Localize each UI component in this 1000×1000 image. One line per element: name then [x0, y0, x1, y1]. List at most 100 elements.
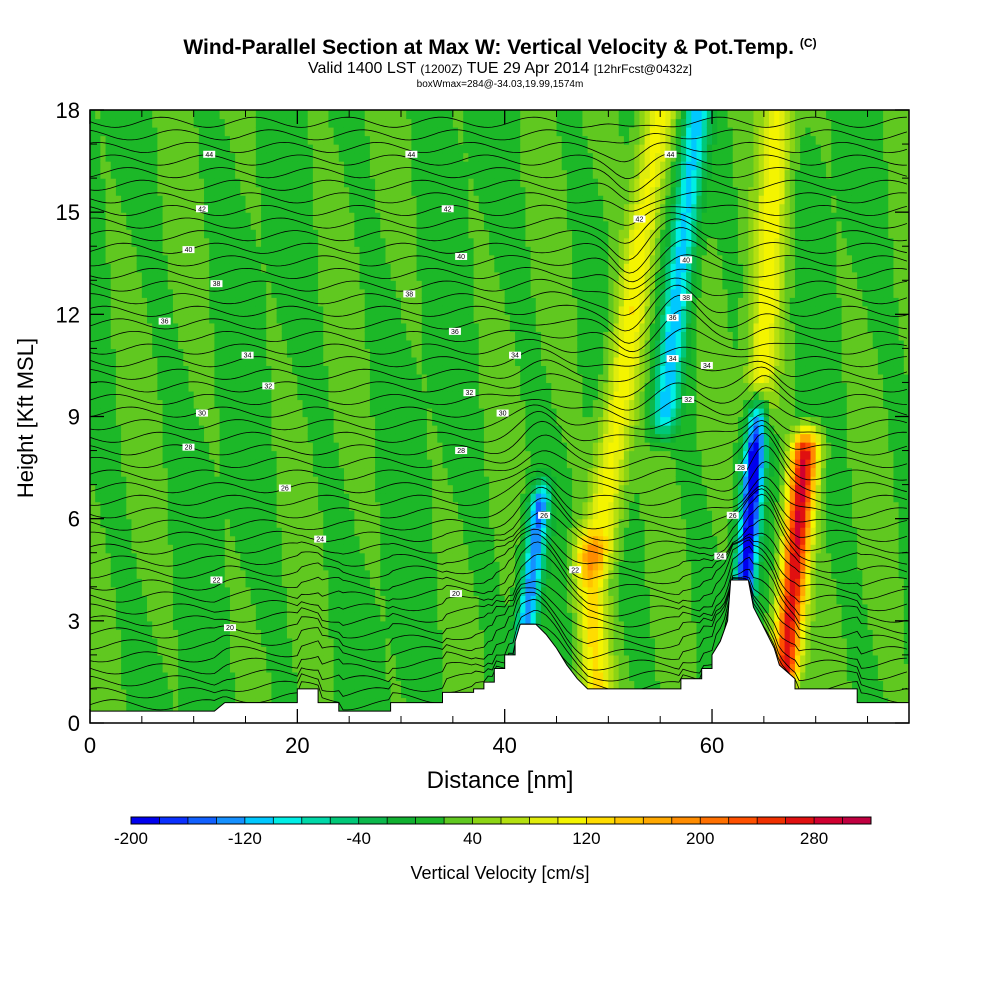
w-cell [390, 416, 397, 426]
w-cell [90, 697, 96, 707]
w-cell [235, 433, 241, 443]
w-cell [193, 629, 200, 639]
w-cell [426, 237, 433, 247]
w-cell [333, 331, 340, 341]
w-cell [266, 484, 273, 494]
w-cell [229, 339, 236, 349]
w-cell [416, 527, 423, 537]
w-cell [354, 603, 361, 613]
w-cell [359, 544, 366, 554]
w-cell [442, 348, 449, 358]
w-cell [100, 629, 107, 639]
w-cell [167, 331, 174, 341]
w-cell [100, 246, 107, 256]
w-cell [167, 629, 174, 639]
w-cell [245, 152, 252, 162]
w-cell [167, 246, 174, 256]
w-cell [95, 305, 101, 315]
w-cell [369, 450, 376, 460]
w-cell [406, 637, 412, 647]
w-cell [328, 254, 335, 264]
w-cell [105, 254, 112, 264]
w-cell [100, 688, 107, 699]
w-cell [255, 467, 262, 477]
w-cell [162, 169, 169, 179]
w-cell [110, 297, 117, 307]
w-cell [281, 118, 288, 128]
w-cell [426, 595, 433, 605]
w-cell [354, 399, 361, 409]
w-cell [121, 186, 127, 196]
w-cell [152, 586, 158, 596]
w-cell [214, 339, 221, 349]
w-cell [172, 237, 179, 247]
w-cell [204, 305, 210, 315]
w-cell [292, 612, 298, 622]
w-cell [354, 467, 361, 477]
w-cell [442, 612, 449, 622]
w-cell [105, 450, 112, 460]
w-cell [172, 152, 179, 162]
w-cell [375, 654, 381, 664]
w-cell [395, 348, 402, 358]
w-cell [369, 544, 376, 554]
w-cell [349, 510, 355, 520]
w-cell [250, 671, 257, 682]
w-cell [261, 467, 267, 477]
w-cell [354, 688, 361, 699]
w-cell [204, 195, 210, 205]
w-cell [286, 152, 293, 162]
w-cell [437, 382, 444, 392]
w-cell [406, 339, 412, 349]
w-cell [198, 476, 205, 486]
w-cell [178, 493, 184, 503]
w-cell [110, 484, 117, 494]
w-cell [442, 442, 449, 452]
w-cell [338, 365, 345, 375]
w-cell [255, 373, 262, 384]
w-cell [209, 663, 215, 673]
w-cell [198, 110, 205, 120]
w-cell [271, 637, 278, 647]
w-cell [250, 178, 257, 188]
w-cell [302, 195, 309, 205]
w-cell [110, 161, 117, 171]
w-cell [302, 356, 309, 367]
w-cell [188, 161, 195, 171]
w-cell [261, 578, 267, 588]
w-cell [416, 416, 423, 426]
w-cell [354, 450, 361, 460]
w-cell [198, 399, 205, 409]
w-cell [100, 322, 107, 332]
w-cell [375, 646, 381, 656]
w-cell [229, 535, 236, 545]
w-cell [121, 229, 127, 239]
w-cell [318, 518, 324, 528]
w-cell [266, 373, 273, 384]
w-cell [204, 518, 210, 528]
w-cell [178, 339, 184, 349]
w-cell [178, 518, 184, 528]
w-cell [307, 118, 314, 128]
w-cell [157, 680, 164, 690]
w-cell [271, 518, 278, 528]
w-cell [276, 637, 283, 647]
w-cell [95, 254, 101, 264]
w-cell [354, 510, 361, 520]
w-cell [333, 237, 340, 247]
w-cell [380, 501, 387, 511]
w-cell [390, 688, 397, 699]
w-cell [411, 680, 418, 690]
w-cell [105, 595, 112, 605]
w-cell [302, 246, 309, 256]
w-cell [90, 152, 96, 162]
w-cell [255, 322, 262, 332]
w-cell [442, 586, 449, 596]
w-cell [240, 152, 247, 162]
w-cell [276, 646, 283, 656]
w-cell [385, 135, 392, 145]
w-cell [261, 254, 267, 264]
w-cell [172, 161, 179, 171]
w-cell [364, 535, 371, 545]
w-cell [178, 254, 184, 264]
